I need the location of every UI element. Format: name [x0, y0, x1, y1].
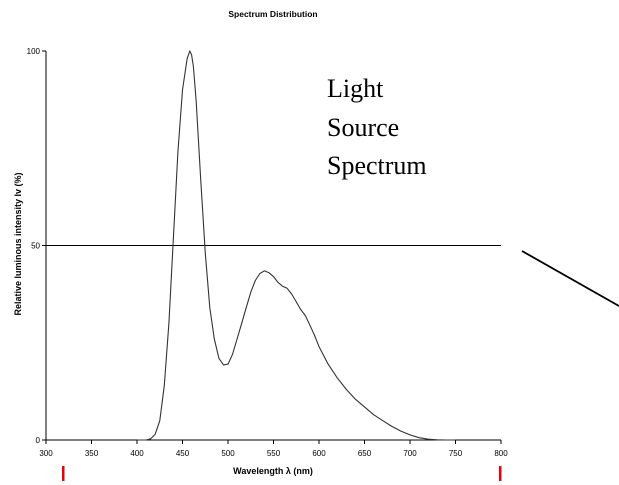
y-tick-label: 0 — [36, 436, 41, 445]
x-tick-label: 350 — [85, 449, 99, 458]
pointer-arrow-line — [521, 250, 619, 307]
spectrum-curve — [137, 50, 456, 441]
x-axis-label: Wavelength λ (nm) — [233, 466, 313, 476]
x-tick-label: 700 — [403, 449, 417, 458]
y-tick-label: 50 — [31, 242, 40, 251]
left-range-marker — [62, 466, 65, 481]
chart-title: Spectrum Distribution — [228, 9, 317, 19]
annotation-line-3: Spectrum — [327, 151, 427, 180]
annotation-line-1: Light — [327, 74, 384, 103]
x-tick-label: 800 — [494, 449, 508, 458]
y-tick-label: 100 — [27, 47, 41, 56]
x-tick-label: 400 — [130, 449, 144, 458]
axes — [42, 50, 502, 444]
x-tick-label: 600 — [312, 449, 326, 458]
y-axis-label: Relative luminous intensity Iv (%) — [13, 172, 23, 315]
right-range-marker — [499, 466, 502, 481]
x-tick-label: 550 — [267, 449, 281, 458]
series-group — [137, 50, 456, 441]
x-tick-label: 450 — [176, 449, 190, 458]
annotation: Light Source Spectrum — [327, 74, 427, 180]
x-tick-label: 500 — [221, 449, 235, 458]
x-tick-label: 650 — [358, 449, 372, 458]
y-tick-labels: 0 50 100 — [27, 47, 41, 445]
x-tick-label: 300 — [39, 449, 53, 458]
annotation-line-2: Source — [327, 113, 399, 142]
x-tick-labels: 300 350 400 450 500 550 600 650 700 750 800 — [39, 449, 508, 458]
x-tick-label: 750 — [449, 449, 463, 458]
